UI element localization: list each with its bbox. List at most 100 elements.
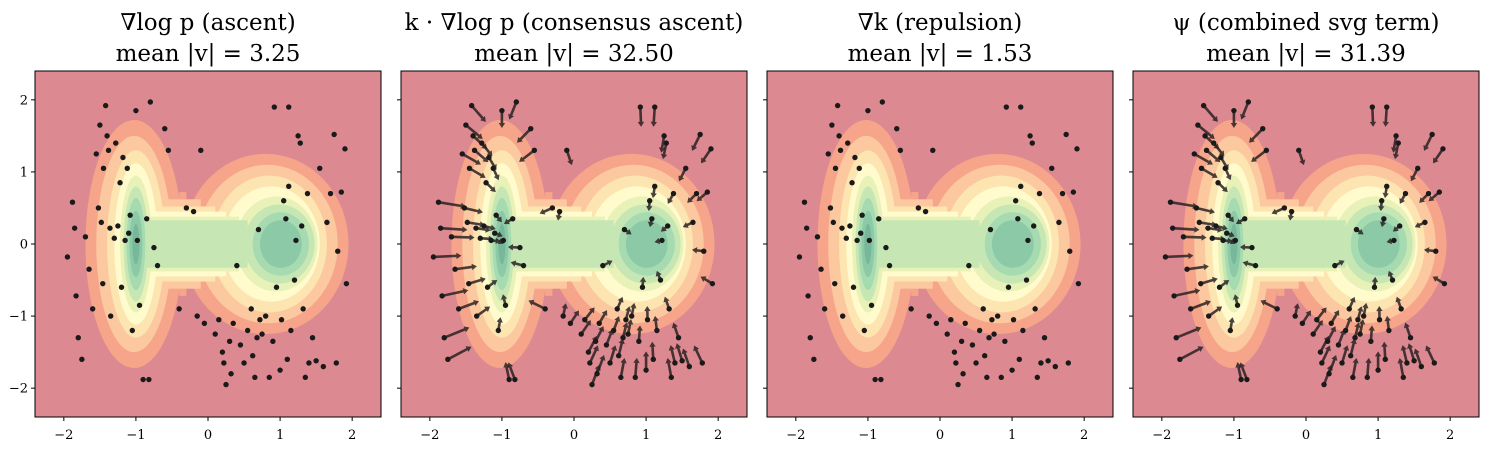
particle-point <box>1375 367 1381 373</box>
particle-point <box>230 320 236 326</box>
particle-point <box>439 293 445 299</box>
velocity-arrow <box>630 302 637 317</box>
velocity-arrow <box>1344 316 1353 331</box>
contour-band-left-8 <box>498 223 506 265</box>
particle-point <box>966 262 972 269</box>
velocity-arrow <box>1369 106 1377 127</box>
velocity-arrow <box>1197 124 1215 139</box>
velocity-arrow <box>519 149 536 162</box>
x-tick-label: −2 <box>1152 428 1171 443</box>
particle-point <box>1177 356 1183 363</box>
particle-point <box>82 234 89 240</box>
chart-panel-3: −2 −1 0 1 2 ∇k (repulsion) mean |v| = 1.53 <box>763 10 1114 443</box>
particle-point <box>839 313 846 319</box>
particle-point <box>1252 262 1259 269</box>
velocity-arrow <box>508 101 518 120</box>
particle-point <box>615 353 622 359</box>
particle-point <box>1195 122 1201 128</box>
particle-point <box>657 277 664 283</box>
particle-point <box>448 234 455 240</box>
particle-point <box>1350 374 1356 381</box>
velocity-arrow <box>594 326 605 342</box>
chart-panel-1: −2 −1 0 1 2 −2 −1 0 1 2 ∇log p (ascent) mean |v| = … <box>9 10 382 443</box>
particle-point <box>1339 360 1345 366</box>
velocity-arrow <box>1212 142 1225 157</box>
contour-bridge-5 <box>510 220 614 268</box>
particle-point <box>1023 277 1030 283</box>
particle-point <box>284 356 290 363</box>
particle-point <box>646 198 653 204</box>
x-tick-label: −1 <box>126 428 145 443</box>
velocity-arrow <box>480 142 493 157</box>
particle-point <box>1063 131 1069 138</box>
particle-point <box>1010 316 1017 323</box>
particle-point <box>506 376 512 383</box>
particles <box>796 99 1082 388</box>
particle-point <box>473 225 479 231</box>
chart-panel-4: −2 −1 0 1 2 ψ (combined svg term) mean |v| = 3… <box>1129 10 1480 443</box>
particle-point <box>309 335 316 341</box>
particle-point <box>1310 331 1316 337</box>
panel-title-line2: mean |v| = 3.25 <box>116 41 301 67</box>
velocity-arrow <box>1200 276 1218 285</box>
particle-point <box>1391 237 1397 244</box>
particle-point <box>327 190 334 197</box>
x-tick-label: 0 <box>204 428 212 443</box>
x-tick-label: 0 <box>1302 428 1310 443</box>
particle-point <box>1005 284 1012 290</box>
particle-point <box>861 327 868 334</box>
particle-point <box>1441 280 1448 287</box>
particle-point <box>701 248 707 254</box>
particle-point <box>1173 335 1179 341</box>
particle-point <box>228 371 234 377</box>
velocity-arrow <box>1433 148 1445 164</box>
particle-point <box>960 371 966 377</box>
particle-point <box>1198 280 1204 287</box>
particle-point <box>1353 226 1360 233</box>
particle-point <box>483 180 489 186</box>
x-tick-label: −1 <box>492 428 511 443</box>
particle-point <box>1015 216 1021 222</box>
particle-point <box>333 360 340 366</box>
velocity-arrow <box>580 320 591 335</box>
particle-point <box>620 335 626 341</box>
particle-point <box>639 284 646 290</box>
particle-point <box>273 284 280 290</box>
particle-point <box>343 280 350 287</box>
particle-point <box>649 216 655 222</box>
particle-point <box>926 313 932 319</box>
panel-title-line2: mean |v| = 1.53 <box>848 41 1033 67</box>
velocity-arrow <box>1320 345 1331 364</box>
particle-point <box>254 335 260 341</box>
velocity-arrow <box>461 152 481 165</box>
particle-point <box>1433 248 1439 254</box>
y-tick-label: −2 <box>9 382 28 397</box>
particle-point <box>894 125 900 132</box>
particle-point <box>244 327 251 334</box>
particle-point <box>811 356 817 363</box>
particle-point <box>117 180 123 186</box>
velocity-arrow <box>496 317 503 331</box>
particle-point <box>953 360 959 366</box>
particle-point <box>1395 140 1401 146</box>
particle-point <box>441 335 447 341</box>
velocity-arrow <box>701 148 713 164</box>
plot-area <box>1133 71 1479 417</box>
velocity-arrow <box>468 276 486 285</box>
velocity-arrow <box>624 306 632 321</box>
particle-point <box>644 316 651 323</box>
velocity-arrow <box>1423 247 1436 254</box>
x-tick-label: 0 <box>570 428 578 443</box>
particle-point <box>1238 376 1244 383</box>
velocity-arrow <box>458 300 479 311</box>
particle-point <box>338 189 345 195</box>
velocity-arrow <box>433 252 462 260</box>
particle-point <box>107 225 113 231</box>
velocity-arrow <box>1165 252 1194 260</box>
particle-point <box>1389 277 1396 283</box>
particle-point <box>603 342 610 348</box>
particle-point <box>600 262 606 269</box>
velocity-arrow <box>470 104 486 122</box>
particle-point <box>299 223 305 229</box>
